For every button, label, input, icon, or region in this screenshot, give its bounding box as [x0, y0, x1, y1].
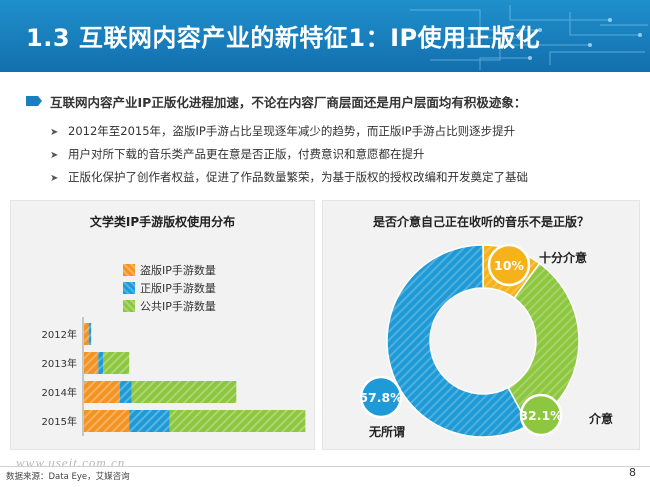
donut-chart-panel: 是否介意自己正在收听的音乐不是正版？ 10% 32.1% 57.8% 十分介意 介意… — [322, 200, 640, 450]
donut-chart-title: 是否介意自己正在收听的音乐不是正版？ — [372, 215, 589, 229]
footer-divider — [0, 466, 650, 467]
y-tick-label: 2012年 — [42, 328, 77, 341]
arrow-bullet-icon: ➤ — [50, 173, 59, 184]
bar-segment — [84, 323, 89, 345]
arrow-bullet-icon: ➤ — [50, 127, 59, 138]
value-badge — [487, 243, 531, 287]
slice-category-label: 十分介意 — [539, 251, 588, 265]
bar-segment — [103, 352, 130, 374]
bullet-item: ➤ 2012年至2015年，盗版IP手游占比呈现逐年减少的趋势，而正版IP手游占比… — [50, 123, 515, 139]
value-badge — [519, 393, 563, 437]
bullet-item: ➤ 用户对所下载的音乐类产品更在意是否正版，付费意识和意愿都在提升 — [50, 146, 425, 162]
legend-item: 盗版IP手游数量 — [123, 261, 216, 279]
bar-segment — [131, 381, 237, 403]
bullet-text: 用户对所下载的音乐类产品更在意是否正版，付费意识和意愿都在提升 — [68, 147, 425, 161]
lead-marker-icon — [26, 96, 42, 106]
slice-value-label: 10% — [494, 258, 524, 273]
page-title: 1.3 互联网内容产业的新特征1：IP使用正版化 — [26, 24, 541, 52]
bar-chart-legend: 盗版IP手游数量 正版IP手游数量 公共IP手游数量 — [123, 261, 216, 315]
y-tick-label: 2015年 — [42, 415, 77, 428]
y-tick-label: 2014年 — [42, 386, 77, 399]
bar-segment — [98, 352, 104, 374]
bar-segment — [169, 410, 306, 432]
bar-chart-title: 文学类IP手游版权使用分布 — [89, 215, 236, 229]
circuit-pattern-decoration — [410, 5, 648, 70]
bar-segment — [119, 381, 132, 403]
donut-slice — [386, 244, 530, 438]
slice-category-label: 介意 — [589, 412, 614, 426]
y-tick-label: 2013年 — [42, 357, 77, 370]
legend-label: 盗版IP手游数量 — [140, 264, 216, 277]
legend-label: 公共IP手游数量 — [140, 300, 216, 313]
legend-swatch — [123, 264, 135, 276]
slice-value-label: 32.1% — [519, 408, 563, 423]
page-number: 8 — [629, 466, 636, 479]
legend-swatch — [123, 282, 135, 294]
lead-text: 互联网内容产业IP正版化进程加速，不论在内容厂商层面还是用户层面均有积极迹象： — [50, 95, 527, 110]
header-banner: 1.3 互联网内容产业的新特征1：IP使用正版化 — [0, 0, 650, 72]
bar-segment — [84, 381, 120, 403]
bar-segment — [84, 352, 99, 374]
bullet-text: 2012年至2015年，盗版IP手游占比呈现逐年减少的趋势，而正版IP手游占比则… — [68, 124, 516, 138]
slice-value-label: 57.8% — [359, 390, 403, 405]
bar-segment — [129, 410, 170, 432]
slice-category-label: 无所谓 — [369, 425, 406, 439]
bullet-text: 正版化保护了创作者权益，促进了作品数量繁荣，为基于版权的授权改编和开发奠定了基础 — [68, 170, 528, 184]
bar-chart-plot: 2012年 2013年 2014年 2015年 — [42, 317, 306, 436]
legend-label: 正版IP手游数量 — [140, 282, 216, 295]
bullet-item: ➤ 正版化保护了创作者权益，促进了作品数量繁荣，为基于版权的授权改编和开发奠定了基… — [50, 169, 528, 185]
bar-chart-panel: 文学类IP手游版权使用分布 盗版IP手游数量 正版IP手游数量 公共IP手游数量… — [10, 200, 315, 450]
donut-chart-plot: 10% 32.1% 57.8% — [359, 243, 580, 438]
legend-item: 公共IP手游数量 — [123, 297, 216, 315]
bar-segment — [84, 410, 130, 432]
watermark: www.useit.com.cn — [16, 455, 126, 470]
bar-segment — [88, 323, 92, 345]
legend-swatch — [123, 300, 135, 312]
arrow-bullet-icon: ➤ — [50, 150, 59, 161]
value-badge — [359, 375, 403, 419]
legend-item: 正版IP手游数量 — [123, 279, 216, 297]
source-note: 数据来源：Data Eye，艾媒咨询 — [6, 472, 130, 482]
